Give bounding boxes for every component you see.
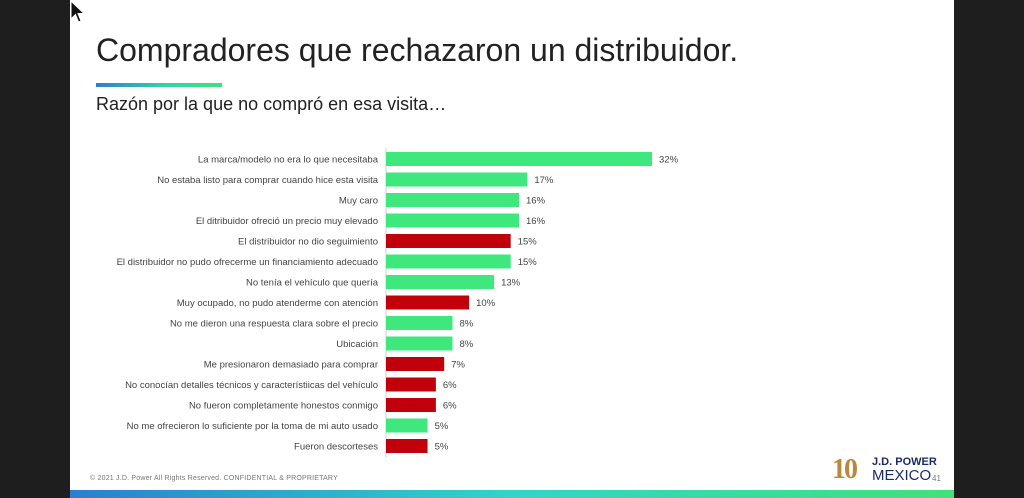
data-label: 7%	[451, 360, 465, 371]
bar	[386, 377, 436, 392]
data-label: 10%	[476, 298, 496, 309]
category-label: No estaba listo para comprar cuando hice…	[157, 175, 378, 186]
category-label: Muy ocupado, no pudo atenderme con atenc…	[177, 298, 378, 309]
data-label: 5%	[435, 421, 449, 432]
data-label: 6%	[443, 401, 457, 412]
data-label: 17%	[534, 175, 554, 186]
category-label: Me presionaron demasiado para comprar	[204, 360, 378, 371]
jd-power-logo: 10 J.D. POWER MEXICO	[832, 454, 942, 486]
category-label: El distribuidor no dio seguimiento	[238, 237, 378, 248]
data-label: 15%	[518, 237, 538, 248]
bar	[386, 172, 528, 187]
slide-title: Compradores que rechazaron un distribuid…	[96, 32, 739, 68]
logo-brand: J.D. POWER	[872, 456, 937, 468]
data-label: 6%	[443, 380, 457, 391]
category-label: No fueron completamente honestos conmigo	[189, 401, 378, 412]
bar	[386, 398, 436, 412]
bar	[386, 418, 428, 433]
bar	[386, 152, 652, 166]
category-label: El distribuidor no pudo ofrecerme un fin…	[117, 257, 378, 268]
bar	[386, 336, 453, 351]
data-label: 8%	[460, 319, 474, 330]
bar	[386, 316, 453, 330]
category-label: No tenía el vehículo que quería	[246, 278, 379, 289]
title-underline	[96, 83, 222, 87]
category-label: No me ofrecieron lo suficiente por la to…	[127, 421, 378, 432]
data-label: 32%	[659, 155, 679, 166]
category-label: Ubicación	[336, 339, 378, 350]
data-label: 16%	[526, 196, 546, 207]
page-number: 41	[932, 474, 941, 483]
category-label: No conocían detalles técnicos y caracter…	[125, 380, 378, 391]
category-label: La marca/modelo no era lo que necesitaba	[198, 155, 379, 166]
bar-chart: La marca/modelo no era lo que necesitaba…	[117, 148, 679, 458]
mouse-pointer-icon	[70, 0, 86, 23]
data-label: 13%	[501, 278, 521, 289]
data-label: 8%	[460, 339, 474, 350]
data-label: 16%	[526, 216, 546, 227]
bar	[386, 439, 428, 453]
data-label: 5%	[435, 442, 449, 453]
data-label: 15%	[518, 257, 538, 268]
bar	[386, 275, 495, 289]
bar	[386, 254, 511, 269]
bar	[386, 357, 445, 371]
category-label: El ditribuidor ofreció un precio muy ele…	[196, 216, 378, 227]
bar	[386, 193, 519, 207]
copyright-footer: © 2021 J.D. Power All Rights Reserved. C…	[90, 475, 338, 482]
slide: Compradores que rechazaron un distribuid…	[70, 0, 954, 498]
category-label: No me dieron una respuesta clara sobre e…	[170, 319, 378, 330]
category-label: Muy caro	[339, 196, 378, 207]
category-label: Fueron descorteses	[294, 442, 378, 453]
bar	[386, 234, 511, 248]
bar	[386, 295, 470, 310]
logo-country: MEXICO	[872, 467, 932, 484]
logo-anniversary-number: 10	[832, 454, 858, 485]
bottom-gradient-bar	[70, 490, 954, 498]
bar	[386, 213, 519, 228]
slide-subtitle: Razón por la que no compró en esa visita…	[96, 94, 447, 114]
